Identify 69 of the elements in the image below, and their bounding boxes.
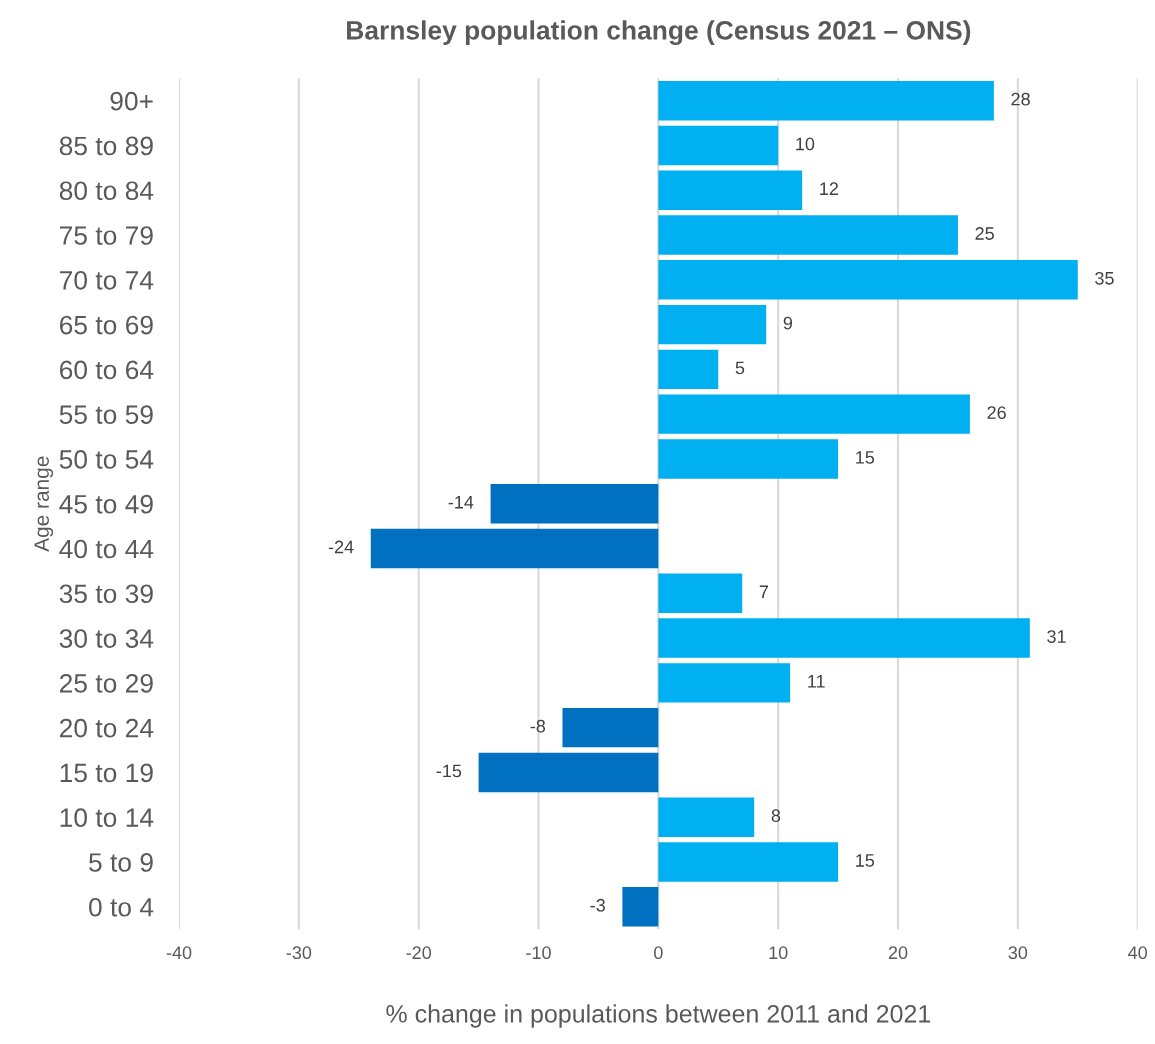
bar <box>658 797 755 837</box>
bar <box>658 80 994 121</box>
x-tick-label: 10 <box>769 946 788 960</box>
chart-title: Barnsley population change (Census 2021 – ONS) <box>347 20 971 45</box>
y-tick-label: 65 to 69 <box>60 315 153 335</box>
data-label: -24 <box>328 540 354 554</box>
data-label: 8 <box>771 809 781 823</box>
bar <box>658 215 958 255</box>
bar <box>658 439 839 479</box>
bar <box>658 394 970 434</box>
data-label: 26 <box>987 406 1006 420</box>
data-label: 25 <box>975 227 994 240</box>
bar <box>658 170 803 210</box>
y-tick-label: 50 to 54 <box>59 450 154 469</box>
bar <box>658 349 719 390</box>
data-label: -15 <box>436 764 462 778</box>
data-label: 5 <box>735 361 745 375</box>
data-label: 31 <box>1047 630 1066 643</box>
data-label: 10 <box>796 137 815 151</box>
data-label: -8 <box>530 719 546 733</box>
y-tick-label: 0 to 4 <box>89 897 154 917</box>
data-label: 15 <box>856 854 875 867</box>
data-label: 12 <box>820 182 838 195</box>
y-tick-label: 60 to 64 <box>60 360 154 380</box>
bar <box>658 304 767 345</box>
x-tick-label: 30 <box>1008 946 1028 960</box>
y-tick-label: 5 to 9 <box>89 853 153 872</box>
bar <box>658 663 791 703</box>
data-label: 11 <box>808 675 825 688</box>
y-tick-label: 25 to 29 <box>59 673 153 693</box>
x-tick-label: 0 <box>654 946 663 960</box>
x-axis-title: % change in populations between 2011 and 2021 <box>386 1004 931 1028</box>
data-label: 28 <box>1011 92 1030 106</box>
x-tick-label: -10 <box>526 946 551 960</box>
data-label: 7 <box>759 585 769 598</box>
bar <box>658 618 1030 658</box>
y-tick-label: 70 to 74 <box>60 270 154 290</box>
y-tick-label: 80 to 84 <box>59 181 154 201</box>
y-tick-label: 10 to 14 <box>60 808 154 828</box>
bar <box>370 528 659 569</box>
y-tick-label: 75 to 79 <box>60 226 153 245</box>
y-tick-label: 15 to 19 <box>60 763 153 783</box>
data-label: 35 <box>1095 271 1114 285</box>
bar <box>478 752 659 793</box>
y-tick-label: 20 to 24 <box>59 718 154 738</box>
y-axis-title: Age range <box>34 456 54 552</box>
bar <box>562 707 659 748</box>
x-tick-label: -30 <box>286 946 312 960</box>
bar <box>658 125 779 166</box>
y-tick-label: 85 to 89 <box>59 136 153 156</box>
y-tick-label: 55 to 59 <box>59 405 153 424</box>
data-label: 9 <box>783 316 793 330</box>
bar <box>658 842 839 882</box>
bar <box>490 484 659 524</box>
bar <box>622 887 659 927</box>
data-label: -3 <box>590 898 605 912</box>
x-tick-label: -20 <box>406 946 432 960</box>
data-label: 15 <box>856 451 875 464</box>
y-tick-label: 35 to 39 <box>59 584 153 604</box>
x-tick-label: 40 <box>1128 946 1148 960</box>
bar <box>658 573 743 613</box>
x-tick-label: -40 <box>166 946 192 960</box>
bar <box>658 260 1078 300</box>
y-tick-label: 40 to 44 <box>59 539 154 559</box>
data-label: -14 <box>448 495 474 509</box>
y-tick-label: 90+ <box>110 91 153 111</box>
x-tick-label: 20 <box>888 946 908 960</box>
y-tick-label: 30 to 34 <box>59 629 154 648</box>
y-tick-label: 45 to 49 <box>59 494 153 514</box>
